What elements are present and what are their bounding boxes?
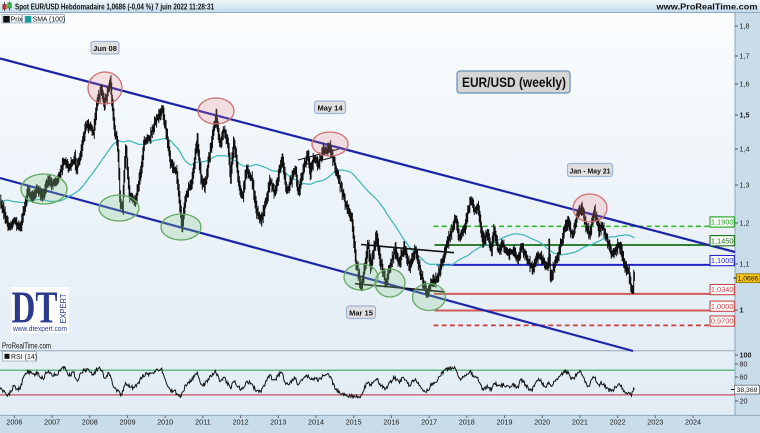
svg-text:2015: 2015 [346,418,362,427]
svg-text:2022: 2022 [610,418,626,427]
svg-text:2019: 2019 [497,418,513,427]
svg-text:Mar 15: Mar 15 [349,308,373,317]
svg-text:1,5: 1,5 [740,111,750,120]
svg-text:SMA (100): SMA (100) [33,16,66,23]
svg-text:2010: 2010 [157,418,173,427]
svg-text:2006: 2006 [6,418,22,427]
svg-text:Prix: Prix [11,16,23,23]
svg-text:EXPERT: EXPERT [59,293,68,323]
svg-text:2021: 2021 [572,418,588,427]
svg-text:60: 60 [740,373,748,382]
svg-text:2014: 2014 [308,418,324,427]
svg-text:1,3: 1,3 [740,181,750,190]
svg-text:1,7: 1,7 [740,52,750,61]
svg-text:2011: 2011 [195,418,210,427]
svg-text:Spot EUR/USD Hebdomadaire 1,06: Spot EUR/USD Hebdomadaire 1,0686 (-0,04 … [15,3,215,12]
svg-text:2007: 2007 [44,418,60,427]
svg-text:2009: 2009 [120,418,136,427]
svg-text:www.ProRealTime.com: www.ProRealTime.com [655,3,757,12]
svg-text:80: 80 [740,360,748,369]
svg-text:2016: 2016 [383,418,399,427]
svg-text:2017: 2017 [421,418,437,427]
svg-text:38,369: 38,369 [737,387,758,394]
svg-text:1,1: 1,1 [740,260,750,269]
svg-text:2020: 2020 [534,418,550,427]
svg-text:1,1450: 1,1450 [711,236,734,245]
svg-text:1,4: 1,4 [740,145,750,154]
svg-text:ProRealTime.com: ProRealTime.com [2,342,51,351]
svg-text:0,9700: 0,9700 [711,317,734,326]
svg-text:2008: 2008 [82,418,98,427]
svg-text:Jan - May 21: Jan - May 21 [570,166,611,175]
svg-text:1,0340: 1,0340 [711,285,734,294]
svg-text:1,6: 1,6 [740,80,750,89]
svg-text:www.dtexpert.com: www.dtexpert.com [12,324,67,333]
svg-text:Jun 08: Jun 08 [93,44,117,53]
svg-text:2018: 2018 [459,418,475,427]
svg-text:1,1000: 1,1000 [711,256,734,265]
svg-text:1,8: 1,8 [740,22,750,31]
svg-text:1,1900: 1,1900 [711,218,734,227]
svg-text:1,2: 1,2 [740,219,750,228]
svg-text:May 14: May 14 [317,103,343,112]
svg-text:2013: 2013 [270,418,286,427]
svg-text:1,0686: 1,0686 [738,276,759,283]
svg-text:2024: 2024 [685,418,701,427]
svg-text:100: 100 [740,351,752,360]
svg-text:RSI (14): RSI (14) [11,354,37,361]
svg-text:EUR/USD (weekly): EUR/USD (weekly) [462,74,566,90]
svg-text:20: 20 [740,397,748,406]
svg-text:1,0000: 1,0000 [711,302,734,311]
svg-text:2012: 2012 [233,418,249,427]
svg-text:2023: 2023 [647,418,663,427]
svg-text:1: 1 [740,306,744,315]
